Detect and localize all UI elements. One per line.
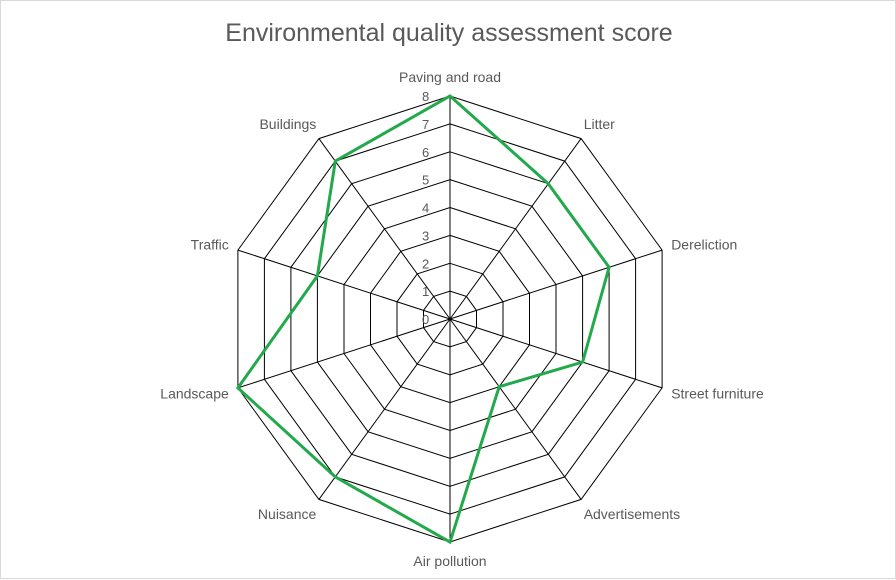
tick-label: 1 bbox=[422, 284, 429, 299]
tick-label: 4 bbox=[422, 201, 429, 216]
category-label-litter: Litter bbox=[584, 116, 615, 132]
tick-label: 8 bbox=[422, 89, 429, 104]
tick-label: 0 bbox=[422, 312, 429, 327]
tick-label: 5 bbox=[422, 173, 429, 188]
tick-label: 2 bbox=[422, 256, 429, 271]
category-label-dereliction: Dereliction bbox=[671, 237, 737, 253]
axis-spoke bbox=[319, 319, 450, 499]
category-label-street-furniture: Street furniture bbox=[671, 386, 764, 402]
tick-label: 7 bbox=[422, 117, 429, 132]
category-label-paving-and-road: Paving and road bbox=[399, 69, 501, 85]
category-label-advertisements: Advertisements bbox=[584, 506, 680, 522]
category-label-air-pollution: Air pollution bbox=[413, 553, 486, 569]
axis-spoke bbox=[319, 139, 450, 319]
tick-label: 3 bbox=[422, 228, 429, 243]
axis-spoke bbox=[450, 139, 581, 319]
category-label-buildings: Buildings bbox=[259, 116, 316, 132]
category-label-landscape: Landscape bbox=[160, 386, 229, 402]
radar-tick-labels: 0 1 2 3 4 5 6 7 8 bbox=[422, 89, 429, 327]
category-label-traffic: Traffic bbox=[191, 237, 229, 253]
category-label-nuisance: Nuisance bbox=[258, 506, 317, 522]
radar-category-labels: Paving and road Litter Dereliction Street f… bbox=[160, 69, 764, 569]
axis-spoke bbox=[450, 319, 581, 499]
tick-label: 6 bbox=[422, 145, 429, 160]
